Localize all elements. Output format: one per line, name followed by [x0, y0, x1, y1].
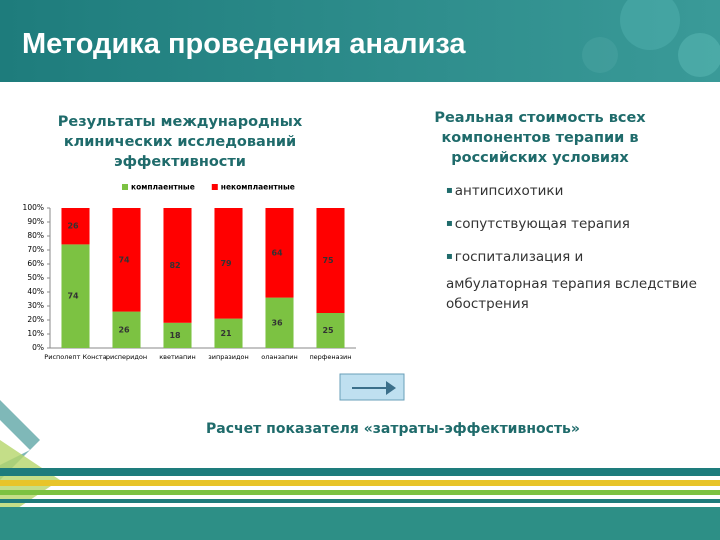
data-label: 79	[220, 259, 232, 268]
y-tick-label: 100%	[23, 203, 44, 212]
y-tick-label: 70%	[27, 245, 44, 254]
bar-segment	[112, 311, 141, 348]
data-label: 64	[271, 248, 283, 257]
bar-segment	[265, 208, 294, 298]
slide-title: Методика проведения анализа	[22, 28, 466, 60]
chart: 0% 10% 20% 30% 40% 50% 60% 70% 80% 90% 100% комплае…	[23, 183, 356, 361]
conclusion: Расчет показателя «затраты-эффективность…	[206, 421, 580, 437]
bar-segment	[112, 208, 141, 312]
bar-segment	[61, 208, 90, 245]
bullet-item: сопутствующая терапия	[446, 216, 630, 232]
legend-label: некомплаентные	[221, 183, 295, 192]
decor-circle	[678, 33, 720, 77]
bottom-stripe	[0, 468, 720, 476]
y-tick-label: 20%	[27, 315, 44, 324]
arrow-box	[339, 373, 405, 401]
data-label: 74	[67, 292, 79, 301]
data-label: 26	[118, 325, 130, 334]
x-tick-label: зипразидон	[208, 353, 248, 361]
x-tick-label: перфеназин	[309, 353, 351, 361]
bottom-stripe	[0, 499, 720, 503]
decor-circle	[620, 0, 680, 50]
data-label: 36	[271, 318, 283, 327]
header-band	[0, 0, 720, 82]
bottom-stripe	[0, 490, 720, 495]
x-tick-label: оланзапин	[261, 353, 298, 361]
y-tick-label: 40%	[27, 287, 44, 296]
bottom-band	[0, 507, 720, 540]
bullet-item: госпитализация и	[446, 249, 584, 265]
bar-segment	[214, 208, 243, 319]
y-tick-label: 80%	[27, 231, 44, 240]
x-tick-label: рисперидон	[106, 353, 147, 361]
cost-heading: Реальная стоимость всех компонентов тера…	[434, 110, 646, 166]
bar-segment	[214, 318, 243, 348]
legend-swatch	[211, 184, 218, 190]
decor-circle	[582, 37, 618, 73]
bar-segment	[163, 322, 192, 348]
legend-swatch	[122, 184, 128, 190]
y-tick-label: 50%	[27, 273, 44, 282]
y-tick-label: 30%	[27, 301, 44, 310]
bullet-continuation: амбулаторная терапия вследствие обострен…	[446, 276, 697, 312]
x-tick-label: кветиапин	[159, 353, 195, 361]
bullet-item: антипсихотики	[446, 183, 564, 199]
data-label: 74	[118, 255, 130, 264]
bar-segment	[61, 244, 90, 348]
bar-segment	[316, 208, 345, 313]
chart-heading: Результаты международных клинических исс…	[57, 114, 303, 170]
data-label: 26	[67, 222, 79, 231]
y-tick-label: 60%	[27, 259, 44, 268]
data-label: 75	[322, 256, 334, 265]
y-tick-label: 10%	[27, 329, 44, 338]
bar-segment	[316, 313, 345, 348]
data-label: 21	[220, 329, 232, 338]
bar-segment	[163, 208, 192, 323]
x-tick-label: Рисполепт Конста	[44, 353, 106, 361]
y-tick-label: 90%	[27, 217, 44, 226]
bottom-stripe	[0, 480, 720, 486]
legend-label: комплаентные	[131, 183, 195, 192]
y-tick-label: 0%	[32, 343, 44, 352]
data-label: 82	[169, 261, 180, 270]
data-label: 25	[322, 326, 334, 335]
bar-segment	[265, 297, 294, 348]
data-label: 18	[169, 331, 181, 340]
